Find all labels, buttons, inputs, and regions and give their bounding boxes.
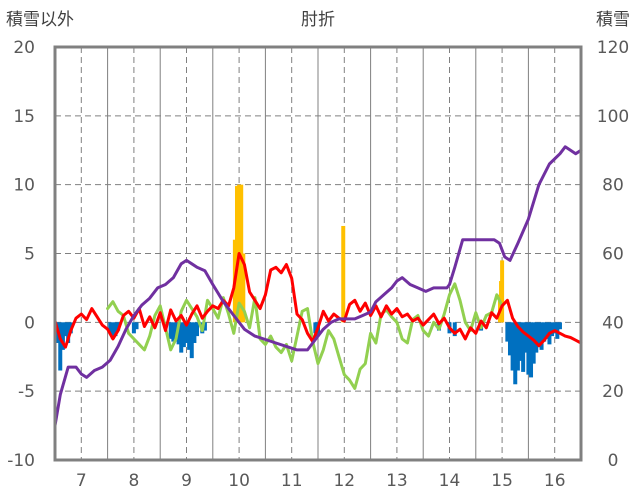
bar — [66, 322, 71, 343]
x-tick-label: 10 — [228, 471, 250, 491]
line-series-group — [53, 145, 583, 428]
y-left-tick-label: 20 — [13, 38, 35, 58]
y-left-tick-label: 0 — [24, 313, 35, 333]
bar — [189, 322, 194, 359]
bar — [195, 322, 200, 337]
y-right-tick-label: 60 — [602, 245, 624, 265]
tick-labels: 20 15 10 5 0 -5 -10 120 100 80 60 40 20 0 7 8 9 10 11 12 13 1… — [7, 38, 629, 491]
bar — [534, 322, 539, 353]
bar — [515, 322, 520, 371]
bar — [202, 322, 207, 331]
y-left-axis-label: 積雪以外 — [6, 10, 74, 30]
bar — [539, 322, 544, 350]
bar — [239, 184, 244, 323]
bar — [58, 322, 63, 371]
bar-series-group — [55, 184, 562, 385]
bar — [187, 322, 192, 350]
bar — [63, 322, 68, 337]
y-right-axis-label: 積雪 — [596, 10, 630, 30]
x-tick-label: 13 — [386, 471, 408, 491]
y-right-tick-label: 20 — [602, 382, 624, 402]
y-left-tick-label: 15 — [13, 107, 35, 127]
x-tick-label: 9 — [181, 471, 192, 491]
bar — [544, 322, 549, 339]
x-tick-label: 16 — [544, 471, 566, 491]
x-tick-label: 14 — [439, 471, 461, 491]
bar — [131, 322, 136, 334]
y-right-tick-label: 120 — [597, 38, 629, 58]
bar — [557, 322, 562, 330]
y-right-tick-label: 100 — [597, 107, 629, 127]
bar — [134, 322, 139, 330]
x-tick-label: 12 — [333, 471, 355, 491]
bar — [550, 322, 555, 337]
chart-title: 肘折 — [301, 10, 335, 30]
bar — [181, 322, 186, 348]
bar — [313, 322, 318, 334]
bar — [552, 322, 557, 334]
bar — [234, 186, 239, 323]
bar — [510, 322, 515, 371]
x-tick-label: 11 — [281, 471, 303, 491]
bar — [60, 322, 65, 350]
bar — [241, 253, 246, 323]
y-right-tick-label: 80 — [602, 176, 624, 196]
plot-frame — [53, 45, 583, 462]
bar — [531, 322, 536, 364]
bar — [505, 322, 510, 342]
bar — [500, 260, 505, 323]
bar — [110, 322, 115, 339]
bar — [542, 322, 547, 342]
x-tick-label: 8 — [128, 471, 139, 491]
bar — [526, 322, 531, 375]
bar — [176, 322, 181, 345]
y-left-tick-label: -5 — [18, 382, 35, 402]
bar — [184, 322, 189, 343]
y-right-tick-label: 40 — [602, 313, 624, 333]
series-line — [53, 252, 583, 349]
y-left-tick-label: -10 — [7, 451, 35, 471]
x-tick-label: 7 — [76, 471, 87, 491]
bar — [452, 322, 457, 337]
y-left-tick-label: 10 — [13, 176, 35, 196]
bar — [507, 322, 512, 356]
bar — [529, 322, 534, 378]
bar — [341, 225, 346, 323]
bar — [518, 322, 523, 361]
bar — [536, 322, 541, 348]
y-left-tick-label: 5 — [24, 245, 35, 265]
bar — [513, 322, 518, 385]
bar — [108, 322, 113, 334]
y-right-tick-label: 0 — [608, 451, 619, 471]
bar — [179, 322, 184, 353]
bar — [523, 322, 528, 353]
bar — [521, 322, 526, 372]
bar — [168, 322, 173, 339]
bar — [113, 322, 118, 337]
bar — [192, 322, 197, 343]
x-tick-label: 15 — [491, 471, 513, 491]
series-line — [53, 145, 583, 428]
bar — [173, 322, 178, 337]
series-line — [106, 282, 504, 390]
bar — [171, 322, 176, 342]
